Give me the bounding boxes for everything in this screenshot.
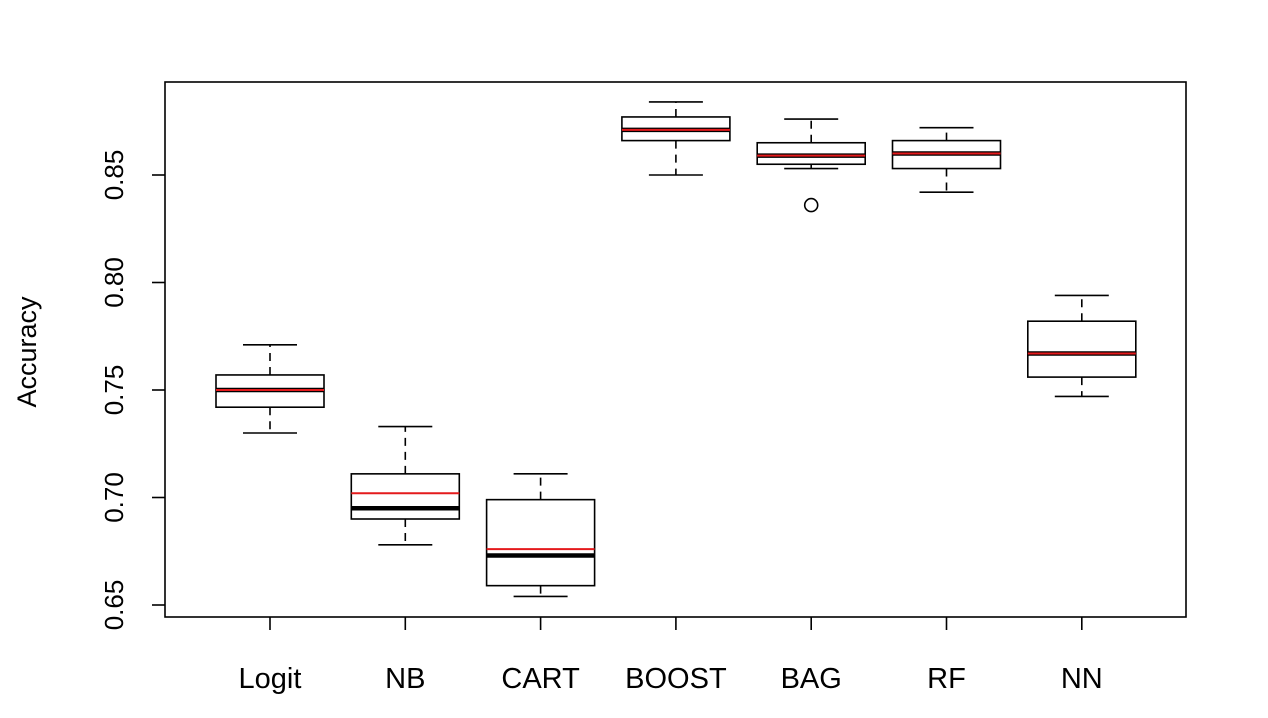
- box-logit: [215, 344, 325, 434]
- y-tick-label: 0.75: [99, 365, 129, 416]
- box-nn: [1027, 294, 1137, 398]
- y-axis: 0.65 0.70 0.75 0.80 0.85: [99, 150, 165, 631]
- x-tick-label: NB: [385, 663, 425, 695]
- x-tick-label: BOOST: [625, 663, 727, 695]
- box-body: [485, 498, 596, 587]
- x-tick-label: Logit: [239, 663, 302, 695]
- outlier-point: [803, 197, 819, 213]
- box-boost: [621, 101, 731, 176]
- box-body: [1027, 320, 1137, 378]
- box-cart: [485, 473, 596, 598]
- y-tick-label: 0.80: [99, 257, 129, 308]
- x-tick-label: RF: [927, 663, 966, 695]
- box-rf: [891, 126, 1002, 193]
- y-tick-label: 0.85: [99, 150, 129, 201]
- y-tick-label: 0.70: [99, 472, 129, 523]
- y-axis-title: Accuracy: [12, 296, 42, 408]
- box-bag: [756, 118, 867, 213]
- box-group: [215, 101, 1137, 598]
- box-nb: [350, 425, 461, 546]
- x-tick-label: CART: [501, 663, 580, 695]
- x-tick-label: NN: [1061, 663, 1103, 695]
- x-tick-label: BAG: [781, 663, 842, 695]
- x-axis: Logit NB CART BOOST BAG RF NN: [239, 617, 1103, 695]
- y-tick-label: 0.65: [99, 580, 129, 631]
- box-body: [350, 473, 461, 520]
